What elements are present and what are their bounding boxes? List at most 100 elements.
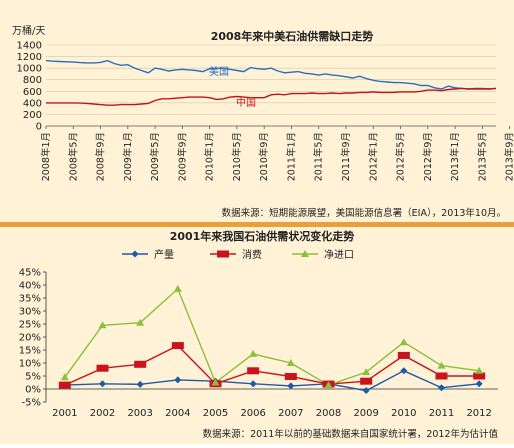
chart2-y-tick-label: 0% (25, 385, 41, 396)
chart1-series-lines (45, 59, 497, 106)
chart1-y-tick-label: 1400 (17, 41, 42, 52)
chart1-ylabel: 万桶/天 (12, 24, 45, 37)
chart2-point-square (473, 372, 486, 380)
chart1-x-tick-label: 2010年5月 (231, 132, 243, 181)
chart2-y-tick-label: 30% (19, 307, 41, 318)
legend-marker-diamond (131, 250, 139, 258)
chart2-point-triangle (136, 318, 145, 326)
chart2-point-diamond (362, 387, 370, 395)
chart2-y-tick-label: 10% (19, 359, 41, 370)
chart2-y-ticks: 45% 40% 35% 30% 25% 20% 15% 10% 5% 0% -5% (19, 268, 46, 409)
us-china-gap-chart-panel: 2008年来中美石油供需缺口走势 万桶/天 1400 1200 1000 800 600… (0, 0, 514, 222)
chart2-series-line-1 (64, 344, 480, 386)
chart1-x-tick-label: 2008年1月 (40, 132, 52, 181)
chart1-x-ticks: 2008年1月 2008年5月 2008年9月 2009年1月 2009年5月 2009年… (40, 126, 514, 181)
chart1-y-tick-label: 1000 (17, 64, 42, 75)
chart2-y-tick-label: 5% (25, 372, 41, 383)
chart2-point-diamond (249, 380, 257, 388)
chart2-point-square (247, 367, 260, 375)
chart2-x-tick-label: 2010 (391, 408, 416, 419)
chart2-point-triangle (60, 373, 69, 381)
legend-label-0: 产量 (154, 248, 174, 261)
chart2-x-tick-label: 2003 (127, 408, 152, 419)
chart2-point-diamond (136, 380, 144, 388)
china-oil-trend-chart-panel: 2001年来我国石油供需状况变化走势 产量 消费 净进口 45% 40% 35% 30% 2… (0, 227, 514, 444)
chart2-x-tick-label: 2002 (90, 408, 115, 419)
chart1-y-tick-label: 400 (23, 98, 42, 109)
chart2-point-triangle (362, 368, 371, 376)
chart2-point-diamond (438, 384, 445, 392)
chart1-x-tick-label: 2010年9月 (258, 132, 270, 181)
chart1-y-tick-label: 600 (23, 87, 42, 98)
chart2-point-triangle (437, 361, 446, 369)
chart2-y-tick-label: 15% (19, 346, 41, 357)
chart2-point-triangle (399, 338, 408, 346)
chart2-y-tick-label: -5% (22, 398, 41, 409)
chart2-point-square (134, 360, 147, 368)
chart1-x-tick-label: 2010年1月 (204, 132, 216, 181)
chart2-point-square (58, 381, 71, 389)
chart2-series-line-0 (64, 370, 480, 392)
chart2-x-tick-label: 2004 (165, 408, 190, 419)
chart2-y-tick-label: 35% (19, 294, 41, 305)
chart1-x-tick-label: 2008年9月 (95, 132, 107, 181)
chart2-x-tick-label: 2008 (316, 408, 341, 419)
legend-label-2: 净进口 (324, 248, 354, 261)
chart2-point-diamond (287, 382, 295, 390)
chart2-point-diamond (475, 380, 483, 388)
chart1-x-tick-label: 2013年5月 (476, 132, 488, 181)
chart2-series-line-2 (64, 287, 480, 386)
chart1-x-tick-label: 2012年5月 (395, 132, 407, 181)
panel-divider (0, 222, 514, 227)
legend-marker-square (217, 250, 229, 258)
chart2-point-square (397, 351, 410, 359)
chart2-point-triangle (211, 378, 220, 386)
us-series-label: 美国 (209, 65, 229, 78)
chart2-point-square (360, 377, 373, 385)
chart1-x-tick-label: 2009年9月 (176, 132, 188, 181)
chart2-point-triangle (98, 321, 107, 329)
legend-label-1: 消费 (242, 248, 262, 261)
chart2-point-diamond (99, 380, 106, 388)
chart2-point-triangle (475, 366, 484, 374)
chart1-x-tick-label: 2012年9月 (422, 132, 434, 181)
chart2-x-tick-label: 2007 (278, 408, 303, 419)
chart1-x-tick-label: 2011年1月 (285, 132, 297, 181)
chart2-y-tick-label: 40% (19, 281, 41, 292)
chart2-point-square (96, 364, 109, 372)
china-series-label: 中国 (236, 96, 256, 109)
chart1-y-tick-label: 1200 (17, 52, 42, 63)
chart1-x-tick-label: 2008年5月 (67, 132, 79, 181)
chart2-point-triangle (324, 381, 333, 389)
chart2-point-square (435, 372, 448, 380)
chart2-y-tick-label: 25% (19, 320, 41, 331)
chart2-x-tick-label: 2012 (466, 408, 491, 419)
chart1-x-tick-label: 2009年1月 (122, 132, 134, 181)
chart1-series-line-0 (45, 59, 497, 90)
chart2-y-tick-label: 45% (19, 268, 41, 279)
chart2-x-tick-label: 2006 (240, 408, 265, 419)
chart1-title: 2008年来中美石油供需缺口走势 (211, 29, 374, 43)
chart1-x-tick-label: 2013年9月 (504, 132, 514, 181)
chart2-x-ticks: 2001 2002 2003 2004 2005 2006 2007 2008 2009 2010… (52, 408, 492, 419)
chart2-legend: 产量 消费 净进口 (122, 248, 354, 261)
chart1-source-note: 数据来源：短期能源展望，美国能源信息署（EIA），2013年10月。 (222, 207, 506, 219)
chart1-x-tick-label: 2009年5月 (149, 132, 161, 181)
china-oil-trend-chart: 2001年来我国石油供需状况变化走势 产量 消费 净进口 45% 40% 35% 30% 2… (19, 229, 499, 440)
us-china-gap-chart: 2008年来中美石油供需缺口走势 万桶/天 140012001000800600… (12, 24, 514, 219)
legend-marker-triangle (301, 250, 309, 257)
chart1-x-tick-label: 2011年9月 (340, 132, 352, 181)
chart1-series-line-1 (46, 87, 497, 106)
chart1-x-tick-label: 2011年5月 (313, 132, 325, 181)
chart1-y-tick-label: 0 (36, 122, 42, 133)
chart1-x-tick-label: 2013年1月 (449, 132, 461, 181)
chart2-point-diamond (174, 376, 182, 384)
chart2-point-triangle (249, 349, 258, 357)
chart2-series-markers (58, 284, 486, 395)
chart2-x-tick-label: 2011 (429, 408, 454, 419)
chart2-source-note: 数据来源：2011年以前的基础数据来自国家统计署，2012年为估计值 (203, 428, 499, 440)
chart2-point-diamond (400, 367, 408, 375)
chart2-y-tick-label: 20% (19, 333, 41, 344)
chart1-y-tick-label: 800 (23, 75, 42, 86)
chart1-y-tick-label: 200 (23, 110, 42, 121)
